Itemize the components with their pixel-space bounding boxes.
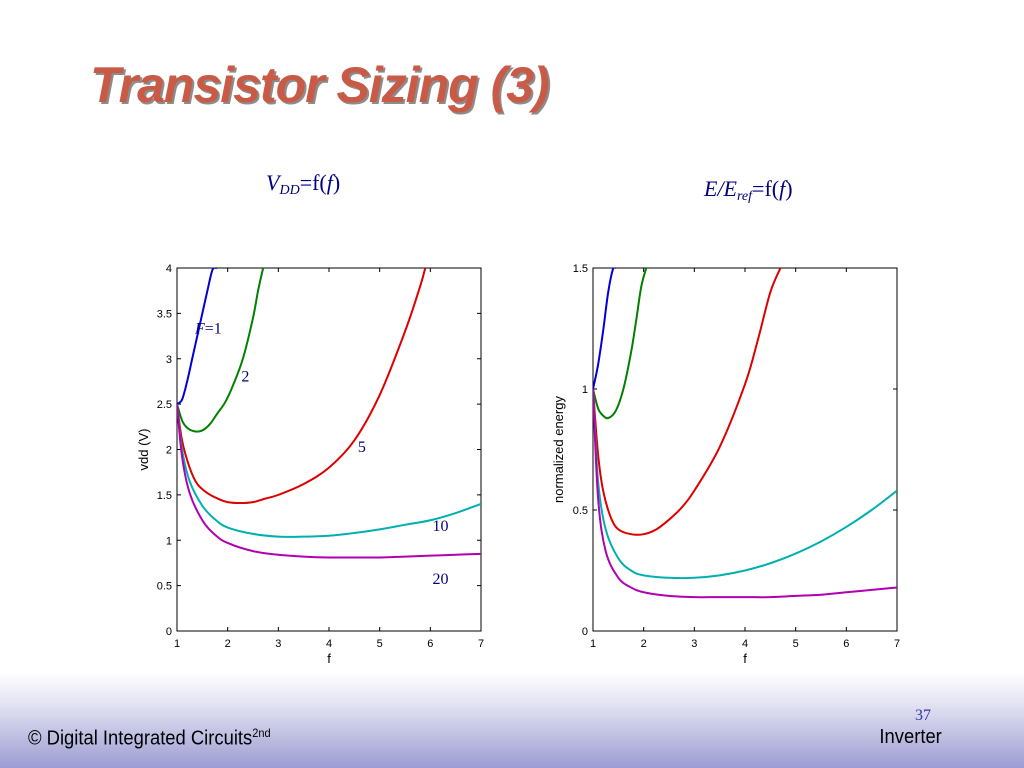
series-line-f-1: [593, 268, 617, 390]
series-line-5: [593, 268, 782, 536]
slide-title: Transistor Sizing (3): [90, 57, 550, 113]
curve-label: 20: [432, 571, 448, 588]
x-tick-label: 1: [174, 638, 180, 650]
subtitle-vdd-sub: DD: [279, 183, 300, 198]
y-tick-label: 1.5: [157, 490, 172, 502]
y-tick-label: 0: [166, 626, 172, 638]
curve-label: 2: [241, 368, 249, 385]
y-tick-label: 0: [582, 626, 588, 638]
footer-section: Inverter: [879, 726, 942, 748]
y-axis-label: vdd (V): [136, 429, 151, 471]
x-tick-label: 5: [377, 638, 383, 650]
series-line-5: [177, 268, 427, 505]
subtitle-energy: E/Eref=f(f): [704, 176, 793, 205]
y-tick-label: 3.5: [157, 308, 172, 320]
series-line-10: [593, 388, 897, 580]
x-tick-label: 6: [427, 638, 433, 650]
x-tick-label: 5: [793, 638, 799, 650]
footer-copyright-text: © Digital Integrated Circuits: [28, 727, 253, 750]
page-number: 37: [915, 707, 931, 724]
x-axis-label: f: [743, 651, 747, 666]
plot-frame: [592, 267, 898, 632]
y-tick-label: 1: [582, 384, 588, 396]
y-tick-label: 4: [166, 263, 172, 275]
series-line-2: [177, 268, 265, 433]
y-tick-label: 2: [166, 445, 172, 457]
x-tick-label: 2: [641, 638, 647, 650]
series-group: [177, 268, 481, 559]
subtitle-energy-rest-a: =f(: [752, 176, 780, 201]
curve-label: 5: [358, 439, 366, 456]
subtitle-vdd-arg: f: [326, 170, 333, 195]
x-tick-label: 3: [275, 638, 281, 650]
y-axis-label: normalized energy: [551, 396, 566, 503]
series-line-2: [593, 268, 648, 420]
x-tick-label: 7: [478, 638, 484, 650]
subtitle-vdd-main: V: [266, 170, 280, 195]
chart-2: 1 2 3 4 5 6 7 0 0.5 1 1.5 f normalized energy: [551, 263, 900, 666]
y-tick-label: 1.5: [573, 263, 588, 275]
x-tick-label: 7: [894, 638, 900, 650]
subtitle-vdd-rest-b: ): [332, 170, 341, 195]
subtitle-energy-rest-b: ): [785, 176, 793, 201]
subtitle-energy-sub: ref: [737, 189, 753, 204]
series-line-f-1: [177, 268, 217, 405]
footer-band: [0, 672, 1024, 768]
subtitle-energy-arg: f: [779, 176, 786, 201]
y-tick-label: 0.5: [573, 505, 588, 517]
x-tick-label: 2: [225, 638, 231, 650]
x-axis-label: f: [327, 651, 331, 666]
series-line-20: [593, 388, 897, 599]
series-group: [593, 268, 897, 599]
x-tick-label: 1: [590, 638, 596, 650]
y-tick-label: 0.5: [157, 581, 172, 593]
subtitle-energy-main: E/E: [704, 176, 737, 201]
footer-edition: 2nd: [252, 726, 271, 740]
subtitle-vdd: VDD=f(f): [266, 170, 340, 199]
series-line-10: [177, 404, 481, 538]
x-tick-label: 4: [326, 638, 332, 650]
x-tick-label: 4: [742, 638, 748, 650]
footer-copyright: © Digital Integrated Circuits2nd: [28, 726, 271, 751]
subtitle-vdd-rest-a: =f(: [299, 170, 327, 195]
y-tick-label: 3: [166, 354, 172, 366]
curve-label: 10: [432, 518, 448, 535]
x-tick-label: 6: [843, 638, 849, 650]
curve-label: F=1: [194, 320, 222, 337]
y-tick-label: 1: [166, 535, 172, 547]
x-tick-label: 3: [691, 638, 697, 650]
series-line-20: [177, 404, 481, 559]
y-tick-label: 2.5: [157, 399, 172, 411]
